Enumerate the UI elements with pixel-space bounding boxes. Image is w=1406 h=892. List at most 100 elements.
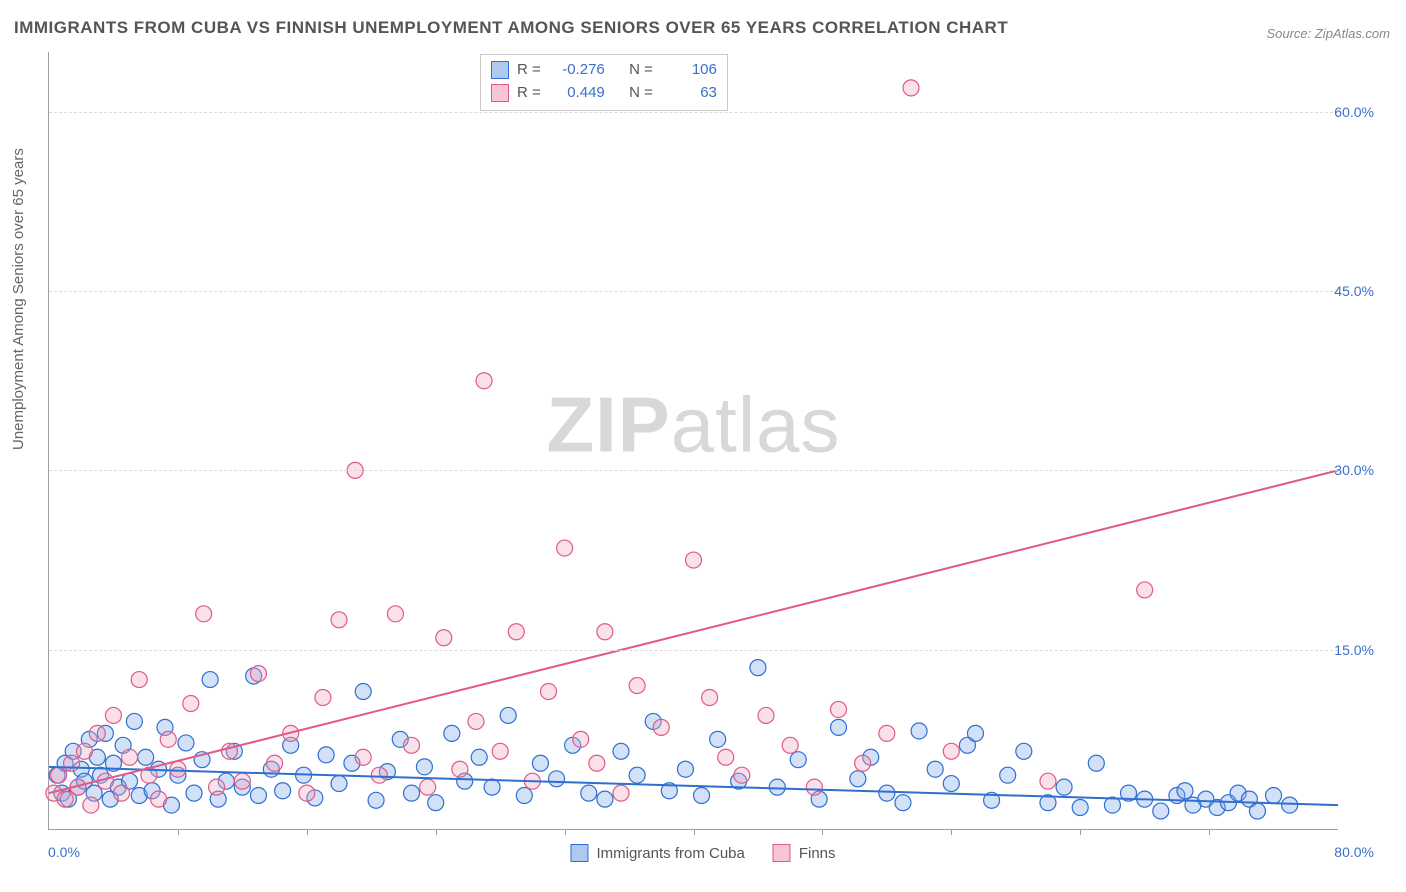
- data-point-cuba: [581, 785, 597, 801]
- data-point-cuba: [368, 792, 384, 808]
- x-axis-origin-label: 0.0%: [48, 844, 80, 860]
- data-point-finns: [83, 797, 99, 813]
- data-point-finns: [476, 373, 492, 389]
- data-point-finns: [718, 749, 734, 765]
- legend-item-finns: Finns: [773, 844, 836, 862]
- data-point-cuba: [790, 752, 806, 768]
- y-tick-label: 15.0%: [1334, 642, 1374, 658]
- data-point-cuba: [428, 795, 444, 811]
- r-value-cuba: -0.276: [549, 59, 605, 82]
- data-point-cuba: [629, 767, 645, 783]
- stats-row-cuba: R =-0.276 N =106: [491, 59, 717, 82]
- data-point-cuba: [895, 795, 911, 811]
- x-axis-max-label: 80.0%: [1334, 844, 1374, 860]
- gridline: [49, 470, 1338, 471]
- x-tick: [436, 829, 437, 835]
- stats-row-finns: R =0.449 N =63: [491, 82, 717, 105]
- data-point-finns: [831, 701, 847, 717]
- chart-title: IMMIGRANTS FROM CUBA VS FINNISH UNEMPLOY…: [14, 18, 1008, 38]
- source-name: ZipAtlas.com: [1315, 26, 1390, 41]
- data-point-finns: [234, 773, 250, 789]
- data-point-cuba: [1000, 767, 1016, 783]
- plot-area: ZIPatlas: [48, 52, 1338, 830]
- bottom-legend: Immigrants from Cuba Finns: [570, 844, 835, 862]
- data-point-finns: [105, 707, 121, 723]
- data-point-cuba: [1056, 779, 1072, 795]
- data-point-cuba: [516, 788, 532, 804]
- data-point-finns: [452, 761, 468, 777]
- scatter-svg: [49, 52, 1338, 829]
- data-point-cuba: [471, 749, 487, 765]
- data-point-cuba: [750, 660, 766, 676]
- legend-swatch-finns: [491, 84, 509, 102]
- data-point-cuba: [1088, 755, 1104, 771]
- data-point-finns: [151, 791, 167, 807]
- data-point-finns: [331, 612, 347, 628]
- data-point-cuba: [613, 743, 629, 759]
- data-point-cuba: [178, 735, 194, 751]
- n-value-finns: 63: [661, 82, 717, 105]
- data-point-cuba: [444, 725, 460, 741]
- data-point-cuba: [850, 771, 866, 787]
- data-point-cuba: [549, 771, 565, 787]
- data-point-finns: [758, 707, 774, 723]
- data-point-finns: [170, 761, 186, 777]
- data-point-cuba: [1153, 803, 1169, 819]
- legend-item-cuba: Immigrants from Cuba: [570, 844, 744, 862]
- data-point-cuba: [1072, 799, 1088, 815]
- data-point-finns: [114, 785, 130, 801]
- data-point-cuba: [250, 788, 266, 804]
- data-point-cuba: [416, 759, 432, 775]
- n-label: N =: [629, 82, 653, 105]
- x-tick: [694, 829, 695, 835]
- x-tick: [307, 829, 308, 835]
- data-point-cuba: [202, 672, 218, 688]
- data-point-finns: [420, 779, 436, 795]
- x-tick: [822, 829, 823, 835]
- data-point-finns: [589, 755, 605, 771]
- data-point-finns: [613, 785, 629, 801]
- legend-swatch-cuba: [491, 61, 509, 79]
- data-point-cuba: [1016, 743, 1032, 759]
- data-point-finns: [557, 540, 573, 556]
- data-point-finns: [943, 743, 959, 759]
- legend-label-cuba: Immigrants from Cuba: [596, 845, 744, 862]
- data-point-finns: [508, 624, 524, 640]
- data-point-finns: [196, 606, 212, 622]
- data-point-cuba: [138, 749, 154, 765]
- trend-line-finns: [49, 470, 1338, 793]
- legend-swatch-finns: [773, 844, 791, 862]
- source-attribution: Source: ZipAtlas.com: [1266, 26, 1390, 41]
- data-point-finns: [122, 749, 138, 765]
- data-point-cuba: [911, 723, 927, 739]
- data-point-finns: [387, 606, 403, 622]
- data-point-cuba: [831, 719, 847, 735]
- x-tick: [1209, 829, 1210, 835]
- data-point-finns: [64, 755, 80, 771]
- data-point-cuba: [677, 761, 693, 777]
- y-tick-label: 45.0%: [1334, 283, 1374, 299]
- data-point-finns: [734, 767, 750, 783]
- x-tick: [565, 829, 566, 835]
- data-point-cuba: [275, 783, 291, 799]
- data-point-finns: [355, 749, 371, 765]
- gridline: [49, 112, 1338, 113]
- data-point-finns: [806, 779, 822, 795]
- n-label: N =: [629, 59, 653, 82]
- data-point-finns: [653, 719, 669, 735]
- data-point-finns: [371, 767, 387, 783]
- gridline: [49, 291, 1338, 292]
- legend-label-finns: Finns: [799, 845, 836, 862]
- data-point-finns: [404, 737, 420, 753]
- data-point-finns: [597, 624, 613, 640]
- data-point-finns: [855, 755, 871, 771]
- x-tick: [951, 829, 952, 835]
- data-point-cuba: [927, 761, 943, 777]
- r-label: R =: [517, 82, 541, 105]
- data-point-finns: [629, 678, 645, 694]
- data-point-finns: [250, 666, 266, 682]
- data-point-cuba: [967, 725, 983, 741]
- data-point-cuba: [186, 785, 202, 801]
- data-point-cuba: [532, 755, 548, 771]
- data-point-cuba: [355, 684, 371, 700]
